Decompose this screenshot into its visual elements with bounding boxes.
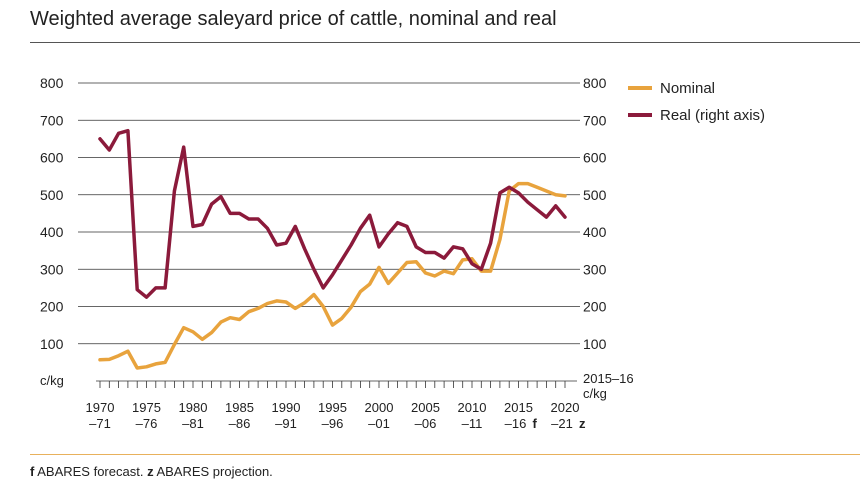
footnote-z-letter: z: [147, 464, 154, 479]
footnote-f-letter: f: [30, 464, 35, 479]
x-tick-label-fy: –86: [229, 416, 251, 431]
y-right-tick-label: 300: [583, 261, 607, 277]
legend-label: Real (right axis): [660, 107, 765, 124]
x-tick-label-year: 1975: [132, 400, 161, 415]
x-tick-label-suffix: f: [533, 416, 538, 431]
y-right-tick-label: 200: [583, 299, 607, 315]
y-left-tick-label: 600: [40, 150, 64, 166]
y-left-tick-label: 700: [40, 112, 64, 128]
x-tick-label-fy: –96: [322, 416, 344, 431]
x-tick-label-fy: –21: [551, 416, 573, 431]
series-line-nominal: [98, 181, 567, 370]
footnote-f-text: ABARES forecast.: [34, 464, 148, 479]
y-right-axis-label-line2: c/kg: [583, 386, 607, 401]
x-tick-label-fy: –81: [182, 416, 204, 431]
footnote-z-text: ABARES projection.: [153, 464, 273, 479]
y-left-tick-label: 100: [40, 336, 64, 352]
x-tick-label-fy: –11: [462, 416, 483, 431]
y-left-tick-label: 400: [40, 224, 64, 240]
footnote: f ABARES forecast. z ABARES projection.: [30, 464, 273, 479]
y-right-axis-label-line1: 2015–16: [583, 371, 634, 386]
line-chart: 100 100 200 200 300 300 400 400 500 500 600 600 700 7…: [40, 75, 765, 431]
x-tick-label-fy: –91: [275, 416, 297, 431]
x-tick-label-year: 1990: [272, 400, 301, 415]
x-tick-label-fy: –76: [136, 416, 158, 431]
x-tick-label-fy: –16: [505, 416, 527, 431]
x-tick-label-year: 1985: [225, 400, 254, 415]
footer-divider: [30, 454, 860, 455]
series-line-real-right-axis: [98, 128, 567, 299]
y-left-tick-label: 200: [40, 299, 64, 315]
x-tick-label-fy: –06: [415, 416, 437, 431]
title-divider: [30, 42, 860, 43]
y-left-tick-label: 500: [40, 187, 64, 203]
legend-label: Nominal: [660, 80, 715, 97]
y-right-tick-label: 800: [583, 75, 607, 91]
x-tick-label-year: 2015: [504, 400, 533, 415]
x-tick-label-year: 1980: [179, 400, 208, 415]
x-tick-label-year: 1970: [86, 400, 115, 415]
y-right-tick-label: 500: [583, 187, 607, 203]
x-tick-label-year: 2010: [458, 400, 487, 415]
y-right-tick-label: 100: [583, 336, 607, 352]
x-tick-label-year: 2020: [551, 400, 580, 415]
y-right-tick-label: 700: [583, 112, 607, 128]
y-left-tick-label: 300: [40, 261, 64, 277]
x-tick-label-suffix: z: [579, 416, 586, 431]
x-tick-label-fy: –71: [89, 416, 111, 431]
x-tick-label-year: 1995: [318, 400, 347, 415]
x-tick-label-fy: –01: [368, 416, 390, 431]
chart-title: Weighted average saleyard price of cattl…: [30, 8, 557, 30]
y-right-tick-label: 600: [583, 150, 607, 166]
x-tick-label-year: 2000: [365, 400, 394, 415]
y-left-axis-label: c/kg: [40, 373, 64, 388]
y-left-tick-label: 800: [40, 75, 64, 91]
y-right-tick-label: 400: [583, 224, 607, 240]
x-tick-label-year: 2005: [411, 400, 440, 415]
